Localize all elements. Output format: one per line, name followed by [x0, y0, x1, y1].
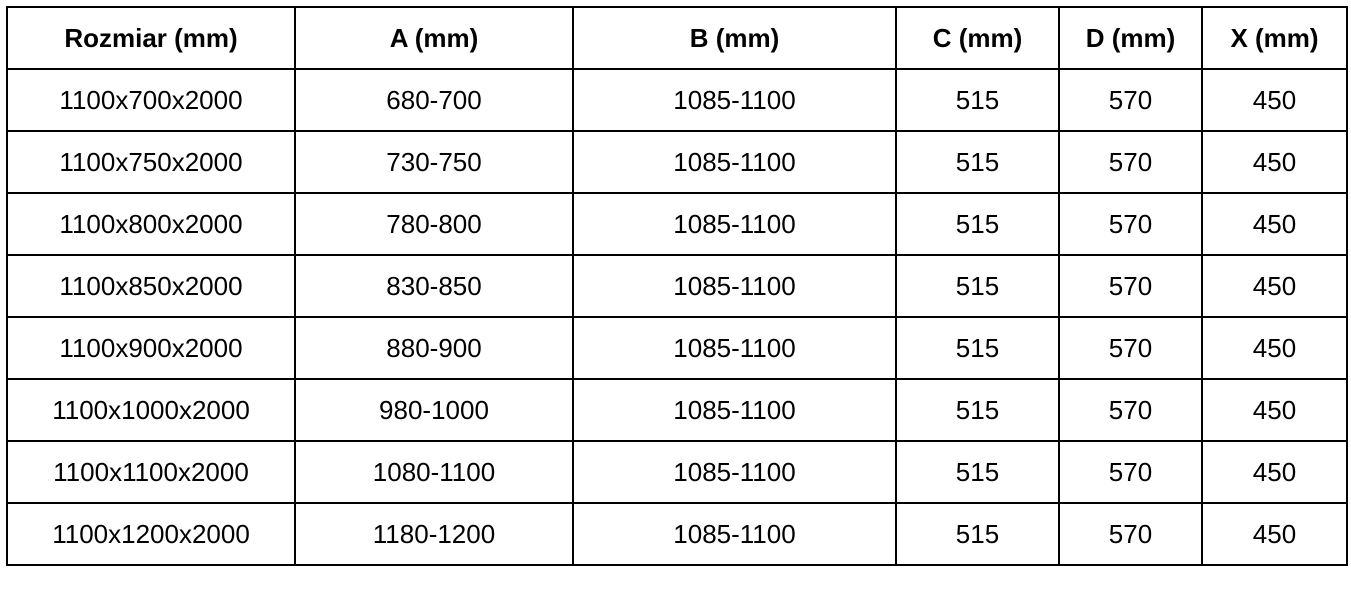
cell-d: 570 — [1058, 254, 1203, 318]
cell-x: 450 — [1201, 502, 1348, 566]
cell-a: 830-850 — [294, 254, 574, 318]
cell-size: 1100x900x2000 — [6, 316, 296, 380]
cell-b: 1085-1100 — [572, 192, 897, 256]
cell-d: 570 — [1058, 440, 1203, 504]
cell-d: 570 — [1058, 378, 1203, 442]
cell-size: 1100x750x2000 — [6, 130, 296, 194]
cell-c: 515 — [895, 68, 1060, 132]
cell-x: 450 — [1201, 378, 1348, 442]
cell-a: 880-900 — [294, 316, 574, 380]
cell-d: 570 — [1058, 316, 1203, 380]
cell-a: 780-800 — [294, 192, 574, 256]
column-header-x: X (mm) — [1201, 6, 1348, 70]
cell-x: 450 — [1201, 316, 1348, 380]
cell-size: 1100x800x2000 — [6, 192, 296, 256]
cell-a: 980-1000 — [294, 378, 574, 442]
cell-d: 570 — [1058, 68, 1203, 132]
cell-b: 1085-1100 — [572, 254, 897, 318]
table-row: 1100x700x2000 680-700 1085-1100 515 570 450 — [6, 68, 1348, 132]
table-row: 1100x1100x2000 1080-1100 1085-1100 515 570 45… — [6, 440, 1348, 504]
cell-a: 1080-1100 — [294, 440, 574, 504]
cell-b: 1085-1100 — [572, 502, 897, 566]
cell-c: 515 — [895, 192, 1060, 256]
cell-size: 1100x850x2000 — [6, 254, 296, 318]
cell-x: 450 — [1201, 130, 1348, 194]
table-row: 1100x900x2000 880-900 1085-1100 515 570 450 — [6, 316, 1348, 380]
header-row: Rozmiar (mm) A (mm) B (mm) C (mm) D (mm) X (m… — [6, 6, 1348, 70]
cell-b: 1085-1100 — [572, 378, 897, 442]
column-header-d: D (mm) — [1058, 6, 1203, 70]
table-row: 1100x1000x2000 980-1000 1085-1100 515 570 450 — [6, 378, 1348, 442]
table-row: 1100x1200x2000 1180-1200 1085-1100 515 570 45… — [6, 502, 1348, 566]
cell-size: 1100x1000x2000 — [6, 378, 296, 442]
cell-b: 1085-1100 — [572, 68, 897, 132]
table-row: 1100x750x2000 730-750 1085-1100 515 570 450 — [6, 130, 1348, 194]
column-header-b: B (mm) — [572, 6, 897, 70]
cell-c: 515 — [895, 378, 1060, 442]
cell-c: 515 — [895, 130, 1060, 194]
cell-d: 570 — [1058, 130, 1203, 194]
column-header-size: Rozmiar (mm) — [6, 6, 296, 70]
cell-d: 570 — [1058, 192, 1203, 256]
cell-b: 1085-1100 — [572, 316, 897, 380]
table-row: 1100x850x2000 830-850 1085-1100 515 570 450 — [6, 254, 1348, 318]
cell-x: 450 — [1201, 68, 1348, 132]
cell-d: 570 — [1058, 502, 1203, 566]
cell-c: 515 — [895, 316, 1060, 380]
cell-c: 515 — [895, 502, 1060, 566]
cell-a: 1180-1200 — [294, 502, 574, 566]
cell-b: 1085-1100 — [572, 130, 897, 194]
table-row: 1100x800x2000 780-800 1085-1100 515 570 450 — [6, 192, 1348, 256]
cell-size: 1100x1100x2000 — [6, 440, 296, 504]
dimensions-table: Rozmiar (mm) A (mm) B (mm) C (mm) D (mm) X (m… — [6, 6, 1348, 566]
cell-x: 450 — [1201, 254, 1348, 318]
cell-a: 680-700 — [294, 68, 574, 132]
column-header-c: C (mm) — [895, 6, 1060, 70]
cell-size: 1100x1200x2000 — [6, 502, 296, 566]
cell-x: 450 — [1201, 192, 1348, 256]
cell-a: 730-750 — [294, 130, 574, 194]
column-header-a: A (mm) — [294, 6, 574, 70]
cell-x: 450 — [1201, 440, 1348, 504]
cell-c: 515 — [895, 440, 1060, 504]
cell-b: 1085-1100 — [572, 440, 897, 504]
cell-size: 1100x700x2000 — [6, 68, 296, 132]
cell-c: 515 — [895, 254, 1060, 318]
